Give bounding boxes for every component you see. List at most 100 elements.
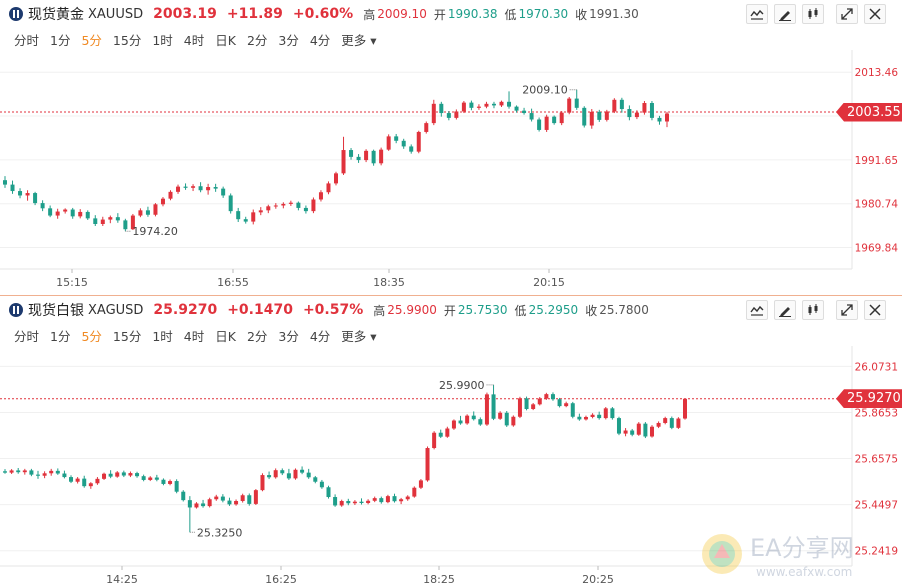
candle <box>10 180 15 194</box>
candle <box>63 208 68 214</box>
candle <box>642 101 647 115</box>
candle <box>439 101 444 117</box>
candle <box>70 207 75 219</box>
candle <box>251 209 256 225</box>
candle <box>409 144 414 154</box>
period-option-9[interactable]: 4分 <box>309 33 331 48</box>
candle <box>531 403 536 411</box>
gold-period-selector: 分时 1分 5分 15分 1时 4时 日K 2分 3分 4分 更多 ▾ <box>14 30 388 48</box>
candle <box>220 494 225 503</box>
silver-close-value: 25.7800 <box>599 303 649 317</box>
period-option-7[interactable]: 2分 <box>246 33 268 48</box>
period-option-3[interactable]: 15分 <box>112 329 142 344</box>
candle <box>16 467 21 474</box>
candle <box>313 475 318 484</box>
draw-pen-icon[interactable] <box>774 300 796 320</box>
candle <box>446 111 451 121</box>
period-option-5[interactable]: 4时 <box>183 33 205 48</box>
candle <box>160 197 165 207</box>
period-option-0[interactable]: 分时 <box>14 33 40 48</box>
period-option-0[interactable]: 分时 <box>14 329 40 344</box>
indicator-icon[interactable] <box>746 4 768 24</box>
period-option-10[interactable]: 更多 ▾ <box>341 33 377 48</box>
period-option-4[interactable]: 1时 <box>152 33 173 48</box>
candle-type-icon[interactable] <box>802 300 824 320</box>
candle <box>550 392 555 401</box>
candle <box>102 472 107 480</box>
candle <box>469 100 474 111</box>
candle <box>108 215 113 224</box>
candle <box>187 496 192 533</box>
candle <box>62 470 67 479</box>
candle <box>683 398 687 420</box>
candle <box>371 149 376 166</box>
period-option-4[interactable]: 1时 <box>152 329 173 344</box>
close-icon[interactable] <box>864 4 886 24</box>
candle <box>424 121 429 134</box>
candle <box>630 428 635 437</box>
candle <box>438 429 443 439</box>
candle <box>303 205 308 214</box>
candle <box>529 108 534 122</box>
gold-last-price: 2003.19 <box>153 6 217 22</box>
expand-icon[interactable] <box>836 4 858 24</box>
candle <box>559 111 564 126</box>
candle-type-icon[interactable] <box>802 4 824 24</box>
candle <box>306 468 311 479</box>
candle <box>522 107 527 115</box>
candle <box>537 397 542 406</box>
candle <box>148 476 153 482</box>
candle <box>168 190 173 201</box>
y-tick-label: 1969.84 <box>855 243 899 255</box>
expand-icon[interactable] <box>836 300 858 320</box>
max-price-annotation: 25.9900 <box>439 379 485 392</box>
gold-open-value: 1990.38 <box>447 7 498 21</box>
period-option-10[interactable]: 更多 ▾ <box>341 329 377 344</box>
period-option-6[interactable]: 日K <box>215 329 236 344</box>
candle <box>597 109 602 122</box>
draw-pen-icon[interactable] <box>774 4 796 24</box>
candle <box>557 397 562 408</box>
candle <box>649 101 654 121</box>
candle <box>145 206 150 217</box>
period-option-2[interactable]: 5分 <box>81 329 102 344</box>
period-option-7[interactable]: 2分 <box>246 329 268 344</box>
candle <box>176 184 181 194</box>
silver-low-value: 25.2950 <box>528 303 579 317</box>
period-option-3[interactable]: 15分 <box>112 33 142 48</box>
candle <box>88 482 93 489</box>
candle <box>418 479 423 490</box>
candle <box>339 499 344 507</box>
period-option-2[interactable]: 5分 <box>81 33 102 48</box>
period-option-6[interactable]: 日K <box>215 33 236 48</box>
candle <box>247 493 252 506</box>
candle <box>465 414 470 425</box>
candle <box>657 115 662 125</box>
candle <box>636 422 641 436</box>
close-icon[interactable] <box>864 300 886 320</box>
period-option-1[interactable]: 1分 <box>50 33 71 48</box>
candle <box>243 216 248 224</box>
candle <box>300 466 305 475</box>
candle <box>108 470 113 479</box>
candle <box>610 407 615 420</box>
min-price-annotation: 25.3250 <box>197 526 243 539</box>
candle <box>115 471 120 478</box>
candle <box>432 431 437 450</box>
gold-change-pct: +0.60% <box>292 6 354 22</box>
silver-change-pct: +0.57% <box>302 302 364 318</box>
gold-candle-chart[interactable]: 2013.462002.561991.651980.741969.8415:15… <box>0 50 902 294</box>
candle <box>498 411 503 420</box>
candle <box>386 134 391 151</box>
period-option-8[interactable]: 3分 <box>278 329 299 344</box>
period-option-5[interactable]: 4时 <box>183 329 205 344</box>
candle <box>504 410 509 427</box>
period-option-9[interactable]: 4分 <box>309 329 331 344</box>
candle <box>296 201 301 211</box>
silver-period-selector: 分时 1分 5分 15分 1时 4时 日K 2分 3分 4分 更多 ▾ <box>14 326 388 344</box>
indicator-icon[interactable] <box>746 300 768 320</box>
silver-candle-chart[interactable]: 26.0731 25.8653 25.6575 25.4497 25.2419 14:25… <box>0 346 902 585</box>
candle <box>153 203 158 217</box>
period-option-1[interactable]: 1分 <box>50 329 71 344</box>
period-option-8[interactable]: 3分 <box>278 33 299 48</box>
